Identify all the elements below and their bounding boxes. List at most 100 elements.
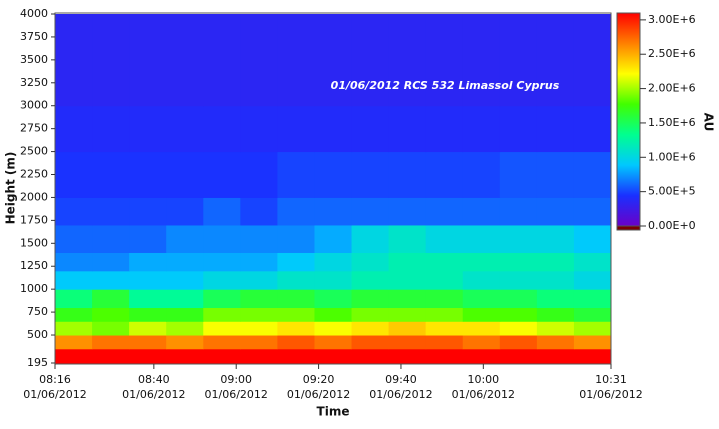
heatmap-cell [92,105,130,153]
colorbar-under [616,225,641,231]
y-tick-label: 2000 [20,190,48,203]
heatmap-cell [425,252,464,272]
heatmap-cell [499,270,538,290]
heatmap-cell [351,348,390,364]
heatmap-cell [388,14,427,107]
heatmap-cell [388,252,427,272]
heatmap-cell [277,197,315,226]
colorbar-tick-label: 1.50E+6 [648,116,696,129]
heatmap-cell [351,197,390,226]
heatmap-cell [536,321,575,336]
heatmap-cell [314,197,353,226]
heatmap-cell [92,348,130,364]
y-tick-label: 500 [27,328,48,341]
heatmap-cell [129,289,167,309]
heatmap-cell [240,197,278,226]
heatmap-cell [425,307,464,322]
heatmap-cell [203,348,241,364]
heatmap-cell [203,151,241,198]
heatmap-cell [462,335,501,350]
heatmap-cell [351,14,390,107]
heatmap-cell [55,307,93,322]
x-tick-label: 10:31 01/06/2012 [579,373,643,401]
heatmap-cell [314,14,353,107]
heatmap-cell [92,151,130,198]
heatmap-cell [55,105,93,153]
heatmap-cell [240,348,278,364]
heatmap-cell [388,307,427,322]
heatmap-cell [499,321,538,336]
heatmap-cell [277,307,315,322]
heatmap-cell [129,197,167,226]
x-tick-label: 09:00 01/06/2012 [204,373,268,401]
heatmap-cell [462,321,501,336]
heatmap-cell [314,270,353,290]
heatmap-cell [203,14,241,107]
heatmap-cell [277,105,315,153]
heatmap-cell [129,335,167,350]
heatmap-cell [92,14,130,107]
heatmap-cell [166,348,204,364]
y-axis-label: Height (m) [4,152,18,225]
heatmap-cell [573,105,612,153]
heatmap-cell [92,307,130,322]
heatmap-cell [499,151,538,198]
heatmap-cell [240,307,278,322]
heatmap-cell [573,224,612,253]
heatmap [55,14,612,364]
heatmap-cell [314,335,353,350]
heatmap-cell [499,197,538,226]
heatmap-cell [55,335,93,350]
heatmap-cell [55,270,93,290]
heatmap-cell [166,335,204,350]
heatmap-cell [277,348,315,364]
heatmap-cell [573,307,612,322]
heatmap-cell [425,335,464,350]
heatmap-cell [425,321,464,336]
heatmap-cell [203,197,241,226]
heatmap-cell [55,197,93,226]
heatmap-cell [536,307,575,322]
y-tick-label: 750 [27,305,48,318]
y-tick-label: 195 [27,356,48,369]
heatmap-cell [129,105,167,153]
y-tick-label: 3250 [20,76,48,89]
heatmap-cell [425,105,464,153]
y-tick-label: 1000 [20,282,48,295]
heatmap-cell [351,151,390,198]
heatmap-cell [536,252,575,272]
heatmap-cell [351,270,390,290]
y-tick-label: 2750 [20,122,48,135]
heatmap-cell [277,270,315,290]
heatmap-cell [499,289,538,309]
heatmap-cell [425,14,464,107]
heatmap-cell [536,151,575,198]
colorbar-tick-label: 2.50E+6 [648,47,696,60]
heatmap-cell [388,289,427,309]
heatmap-cell [351,105,390,153]
colorbar-tick-label: 2.00E+6 [648,82,696,95]
heatmap-cell [240,105,278,153]
heatmap-cell [166,252,204,272]
heatmap-cell [462,307,501,322]
heatmap-cell [166,289,204,309]
heatmap-cell [203,224,241,253]
heatmap-cell [55,252,93,272]
heatmap-cell [55,289,93,309]
heatmap-cell [240,321,278,336]
heatmap-cell [536,289,575,309]
heatmap-cell [277,151,315,198]
heatmap-cell [536,335,575,350]
heatmap-cell [166,197,204,226]
heatmap-cell [536,197,575,226]
y-tick-label: 4000 [20,7,48,20]
heatmap-cell [166,105,204,153]
heatmap-cell [425,197,464,226]
heatmap-cell [166,321,204,336]
heatmap-cell [129,348,167,364]
heatmap-cell [462,252,501,272]
heatmap-cell [92,224,130,253]
heatmap-cell [314,307,353,322]
heatmap-cell [55,14,93,107]
heatmap-cell [129,307,167,322]
